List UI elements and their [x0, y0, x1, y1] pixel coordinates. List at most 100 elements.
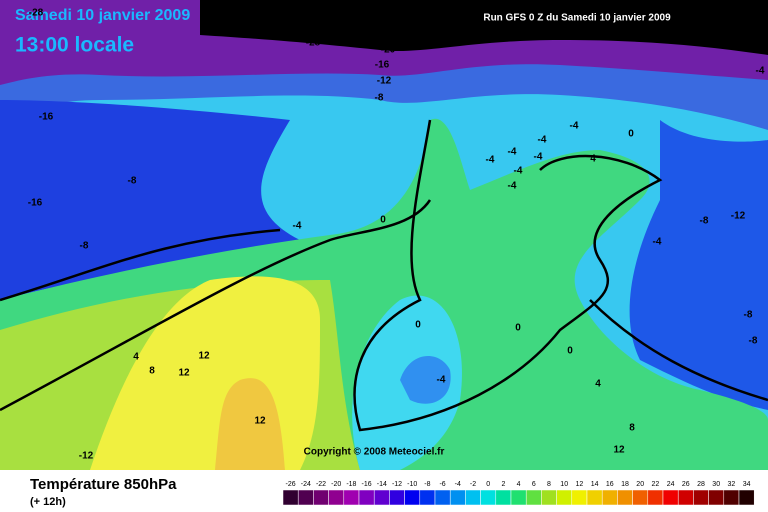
legend-swatch: [297, 489, 314, 506]
date-title: Samedi 10 janvier 2009: [15, 7, 190, 24]
legend-label: 6: [532, 481, 536, 488]
legend-label: -8: [424, 481, 430, 488]
legend-swatch: [738, 489, 755, 506]
run-info: Run GFS 0 Z du Samedi 10 janvier 2009: [483, 13, 671, 24]
contour-label: 0: [415, 320, 421, 331]
legend-swatch: [434, 489, 451, 506]
contour-label: 0: [515, 323, 521, 334]
legend-label: -6: [439, 481, 445, 488]
contour-label: -28: [29, 8, 44, 19]
legend-label: -22: [316, 481, 326, 488]
contour-label: -4: [514, 166, 523, 177]
contour-label-group: -28-28 -24-20-16-12-8-16-8-16-8-404812121…: [28, 8, 765, 462]
contour-label: 8: [149, 366, 155, 377]
contour-label: -16: [39, 112, 54, 123]
coldest-zone: [200, 0, 768, 55]
legend-swatch: [495, 489, 512, 506]
legend-swatch: [373, 489, 390, 506]
legend-label: 2: [501, 481, 505, 488]
legend-swatch: [541, 489, 557, 506]
legend-swatch: [313, 489, 329, 506]
contour-label: -4: [534, 152, 543, 163]
legend-swatch: [693, 489, 709, 506]
contour-label: -16: [28, 198, 43, 209]
contour-label: -8: [700, 216, 709, 227]
contour-label: 12: [254, 416, 266, 427]
contour-label: -12: [377, 76, 392, 87]
cold-iberia: [400, 356, 451, 404]
legend-swatch: [708, 489, 725, 506]
legend-label: 24: [667, 481, 675, 488]
contour-label: -4: [756, 66, 765, 77]
legend-label: 22: [652, 481, 660, 488]
legend-label: 18: [621, 481, 629, 488]
legend-label: -18: [346, 481, 356, 488]
legend-swatch: [632, 489, 649, 506]
legend-swatch: [601, 489, 618, 506]
contour-label: 8: [629, 423, 635, 434]
legend-label: -26: [286, 481, 296, 488]
copyright: Copyright © 2008 Meteociel.fr: [304, 447, 445, 458]
legend-label: 16: [606, 481, 614, 488]
legend-label: 26: [682, 481, 690, 488]
blue-west: [0, 100, 300, 300]
legend-label: 34: [743, 481, 751, 488]
contour-label: -8: [80, 241, 89, 252]
legend-label: 4: [517, 481, 521, 488]
legend-swatch: [647, 489, 664, 506]
legend-label: -4: [455, 481, 461, 488]
contour-label: 0: [380, 215, 386, 226]
legend-swatch: [480, 489, 497, 506]
contour-label: 12: [178, 368, 190, 379]
contour-label: -12: [731, 211, 746, 222]
contour-label: -4: [538, 135, 547, 146]
time-title: 13:00 locale: [15, 34, 134, 57]
legend-swatch: [525, 489, 542, 506]
legend-swatch: [586, 489, 603, 506]
contour-label: 0: [567, 346, 573, 357]
legend-swatch: [343, 489, 360, 506]
contour-label: -8: [749, 336, 758, 347]
legend-label: 10: [560, 481, 568, 488]
contour-label: -4: [437, 375, 446, 386]
legend-swatch: [449, 489, 466, 506]
contour-label: -4: [508, 147, 517, 158]
legend-label: 28: [697, 481, 705, 488]
contour-label: -4: [293, 221, 302, 232]
contour-label: 4: [590, 154, 596, 165]
warmest-zone: [215, 378, 285, 470]
contour-label: -4: [486, 155, 495, 166]
legend-label: 12: [576, 481, 584, 488]
legend-swatch: [282, 489, 299, 506]
legend-label: -16: [362, 481, 372, 488]
legend-swatch: [510, 489, 527, 506]
legend-swatch: [465, 489, 481, 506]
legend-label: 20: [636, 481, 644, 488]
contour-label: -4: [653, 237, 662, 248]
contour-label: 4: [133, 352, 139, 363]
legend-swatch: [662, 489, 679, 506]
legend-swatch: [617, 489, 633, 506]
legend-swatch: [328, 489, 345, 506]
legend-label: -20: [331, 481, 341, 488]
legend-swatch: [556, 489, 573, 506]
legend-label: -14: [377, 481, 387, 488]
footer-title: Température 850hPa: [30, 476, 177, 493]
legend-swatch: [358, 489, 375, 506]
contour-lines: [0, 119, 768, 432]
legend-label: -12: [392, 481, 402, 488]
legend-swatch: [571, 489, 588, 506]
legend-label: 8: [547, 481, 551, 488]
contour-label: -12: [79, 451, 94, 462]
contour-label: -4: [570, 121, 579, 132]
contour-label: -20: [381, 45, 396, 56]
legend-swatch: [677, 489, 694, 506]
contour-label: 0: [628, 129, 634, 140]
contour-label: -16: [375, 60, 390, 71]
color-legend: -26 -24 -22 -20 -18 -16 -14 -12 -10 -8 -6 -4 -2 0 2 4 6 8…: [282, 481, 755, 506]
contour-label: -8: [375, 93, 384, 104]
contour-label: -4: [508, 181, 517, 192]
legend-swatch: [389, 489, 405, 506]
legend-label: -10: [407, 481, 417, 488]
